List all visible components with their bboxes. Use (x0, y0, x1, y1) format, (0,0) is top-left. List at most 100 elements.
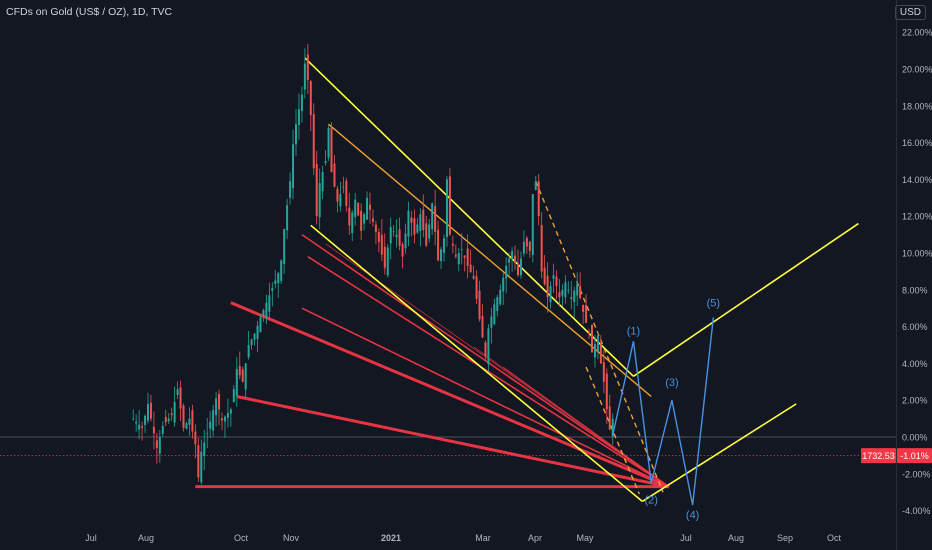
candle-body (605, 373, 608, 410)
candle-body (428, 224, 431, 239)
candle-body (508, 258, 511, 263)
candle-body (422, 209, 425, 230)
candle-body (262, 310, 265, 316)
candle-body (611, 418, 614, 437)
candle-body (354, 199, 357, 218)
candle-body (496, 297, 499, 312)
candle-body (585, 305, 588, 323)
x-tick-label: Nov (283, 533, 300, 543)
candle-body (206, 433, 209, 435)
candle-body (306, 54, 309, 81)
candle-body (158, 437, 161, 454)
y-tick-label: 14.00% (902, 175, 932, 185)
candle-body (531, 194, 534, 256)
candle-body (383, 246, 386, 268)
candle-body (377, 231, 380, 242)
candle-body (596, 335, 599, 352)
candle-body (582, 304, 585, 312)
candle-body (558, 292, 561, 298)
candle-body (271, 287, 274, 291)
candle-body (588, 331, 591, 334)
y-tick-label: 10.00% (902, 249, 932, 259)
candle-body (342, 186, 345, 188)
y-tick-label: 18.00% (902, 101, 932, 111)
currency-button[interactable]: USD (894, 5, 926, 20)
candle-body (475, 276, 478, 299)
x-tick-label: Jul (85, 533, 97, 543)
candle-body (283, 229, 286, 264)
candle-body (481, 315, 484, 338)
candle-body (197, 445, 200, 478)
y-tick-label: 8.00% (902, 285, 928, 295)
candle-body (398, 229, 401, 246)
orange-dashed-line (535, 180, 664, 493)
candle-body (549, 286, 552, 303)
candle-body (138, 424, 141, 430)
red-fan-line (236, 395, 670, 489)
candle-body (374, 224, 377, 232)
candle-body (466, 248, 469, 266)
candle-body (434, 206, 437, 232)
candle-body (215, 398, 218, 416)
candle-body (176, 389, 179, 395)
elliott-wave-path (612, 317, 715, 506)
candle-body (555, 276, 558, 287)
x-tick-label: Oct (234, 533, 249, 543)
y-tick-label: 2.00% (902, 396, 928, 406)
candle-body (528, 241, 531, 252)
candle-body (573, 290, 576, 302)
candle-body (167, 418, 170, 422)
candle-body (303, 63, 306, 90)
y-tick-label: 12.00% (902, 212, 932, 222)
candle-body (295, 124, 297, 145)
candle-body (327, 127, 330, 158)
candle-body (173, 402, 176, 423)
candle-body (200, 451, 203, 483)
candle-body (451, 243, 454, 246)
candle-body (235, 368, 238, 396)
candle-body (280, 260, 283, 281)
symbol-name: CFDs on Gold (US$ / OZ) (6, 6, 127, 18)
candle-body (247, 345, 250, 358)
candle-body (333, 163, 336, 187)
chart-title: CFDs on Gold (US$ / OZ), 1D, TVC (6, 6, 173, 18)
wave-label: (4) (686, 509, 699, 521)
candle-body (256, 325, 259, 339)
candle-body (608, 406, 611, 430)
candle-body (602, 362, 605, 382)
candle-body (363, 214, 366, 224)
candle-body (179, 387, 182, 409)
x-tick-label: 2021 (381, 533, 401, 543)
candle-body (392, 230, 395, 232)
candle-body (155, 440, 158, 449)
data-source: TVC (151, 6, 173, 18)
candle-body (525, 237, 528, 247)
candle-body (194, 431, 197, 445)
x-axis: Jul Aug Oct Nov 2021 Mar Apr May Jul Aug Sep Oct (85, 533, 841, 543)
x-tick-label: Mar (475, 533, 491, 543)
candle-body (410, 217, 413, 223)
y-tick-label: 6.00% (902, 322, 928, 332)
candle-body (416, 224, 419, 233)
candle-body (241, 369, 244, 382)
candle-body (277, 273, 280, 284)
x-tick-label: Aug (138, 533, 154, 543)
candle-body (457, 253, 460, 265)
candle-body (440, 249, 443, 262)
candle-body (265, 302, 268, 318)
candle-body (209, 421, 212, 429)
candle-body (395, 234, 398, 238)
candle-body (188, 418, 191, 425)
candle-body (292, 144, 295, 189)
wave-layer: (1) (2) (3) (4) (5) (612, 298, 720, 521)
yellow-channel-line (310, 224, 643, 503)
candle-body (404, 233, 407, 249)
candle-body (259, 317, 262, 333)
candle-body (437, 229, 440, 261)
red-fan-line (230, 301, 670, 489)
candle-body (135, 421, 138, 424)
candle-body (185, 423, 188, 429)
candle-body (519, 258, 522, 276)
candle-body (212, 410, 215, 431)
